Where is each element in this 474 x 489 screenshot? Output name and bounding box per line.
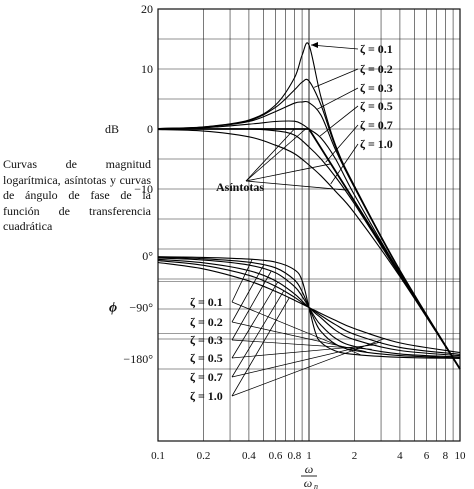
- x-tick-label: 8: [443, 450, 449, 462]
- magnitude-zeta-label: ζ = 0.7: [360, 118, 393, 132]
- magnitude-curve: [157, 120, 461, 370]
- phase-zeta-label: ζ = 0.3: [190, 333, 223, 347]
- labels: ζ = 0.1 ζ = 0.2 ζ = 0.3 ζ = 0.5 ζ = 0.7 ζ = 1…: [190, 42, 393, 403]
- phase-zeta-label: ζ = 0.1: [190, 295, 223, 309]
- zeta-leader-line: [231, 282, 278, 359]
- x-tick-label: 0.6: [269, 450, 283, 462]
- zeta-leader-line: [314, 68, 359, 88]
- magnitude-tick-label: 0: [147, 122, 153, 136]
- magnitude-zeta-label: ζ = 0.3: [360, 81, 393, 95]
- zeta-leader-line: [317, 87, 359, 110]
- x-tick-label: 2: [352, 450, 358, 462]
- zeta-leader-line: [330, 143, 359, 185]
- magnitude-zeta-label: ζ = 0.5: [360, 99, 393, 113]
- x-tick-label: 0.4: [242, 450, 256, 462]
- zeta-leader-line: [231, 271, 272, 341]
- asymptote-leader-line: [245, 128, 306, 182]
- phase-tick-label: −180°: [123, 352, 153, 366]
- zeta-leader-line: [319, 105, 359, 137]
- zeta-leader-line: [231, 290, 285, 378]
- x-axis-label-subscript: n: [314, 482, 318, 489]
- x-tick-label: 0.1: [151, 450, 165, 462]
- x-tick-label: 0.8: [287, 450, 301, 462]
- x-tick-label: 6: [424, 450, 430, 462]
- plot-frame: [157, 8, 461, 442]
- phase-zeta-label: ζ = 0.2: [190, 315, 223, 329]
- asymptote-leader-line: [245, 180, 348, 191]
- zeta-leader-line: [231, 344, 377, 359]
- zeta-leader-line: [231, 259, 253, 303]
- phase-axis-label: ϕ: [109, 301, 117, 316]
- x-tick-label: 0.2: [197, 450, 211, 462]
- magnitude-curve: [157, 129, 461, 370]
- x-tick-label: 10: [455, 450, 467, 462]
- magnitude-curve: [157, 100, 461, 370]
- phase-tick-label: −90°: [129, 301, 153, 315]
- phase-curve: [157, 261, 461, 354]
- magnitude-axis-label: dB: [105, 122, 119, 136]
- zeta-leader-line: [325, 124, 359, 163]
- x-axis-label-numerator: ω: [305, 462, 313, 476]
- asymptote-leader-line: [245, 163, 332, 182]
- phase-zeta-label: ζ = 1.0: [190, 389, 223, 403]
- zeta-leader-line: [231, 265, 264, 323]
- magnitude-curve: [157, 128, 461, 370]
- zeta-leader-line: [231, 337, 386, 397]
- x-axis-label-denominator: ω: [304, 476, 312, 489]
- phase-zeta-label: ζ = 0.5: [190, 351, 223, 365]
- phase-zeta-label: ζ = 0.7: [190, 370, 223, 384]
- magnitude-zeta-label: ζ = 1.0: [360, 137, 393, 151]
- phase-tick-label: 0°: [142, 249, 153, 263]
- zeta-leader-line: [231, 297, 290, 397]
- figure-caption: Curvas de magnitud logarítmica, asíntota…: [3, 157, 151, 233]
- magnitude-zeta-label: ζ = 0.2: [360, 62, 393, 76]
- curves: [157, 42, 461, 370]
- zeta-leader-line: [310, 44, 359, 50]
- tick-labels: 0.1 0.2 0.4 0.6 0.8 1 2 4 6 8 10 ωω n 20 10 0 −10 dB 0° −90…: [105, 2, 466, 489]
- asymptote-leader-line: [245, 128, 295, 182]
- magnitude-tick-label: 20: [141, 2, 153, 16]
- zeta-leader-line: [231, 321, 367, 353]
- zeta-leader-line: [231, 341, 382, 378]
- magnitude-tick-label: −10: [134, 182, 153, 196]
- x-tick-label: 1: [306, 450, 312, 462]
- asymptote-label: Asíntotas: [216, 180, 264, 194]
- x-tick-label: 4: [397, 450, 403, 462]
- zeta-leader-arrowhead: [311, 42, 318, 48]
- magnitude-zeta-label: ζ = 0.1: [360, 42, 393, 56]
- magnitude-tick-label: 10: [141, 62, 153, 76]
